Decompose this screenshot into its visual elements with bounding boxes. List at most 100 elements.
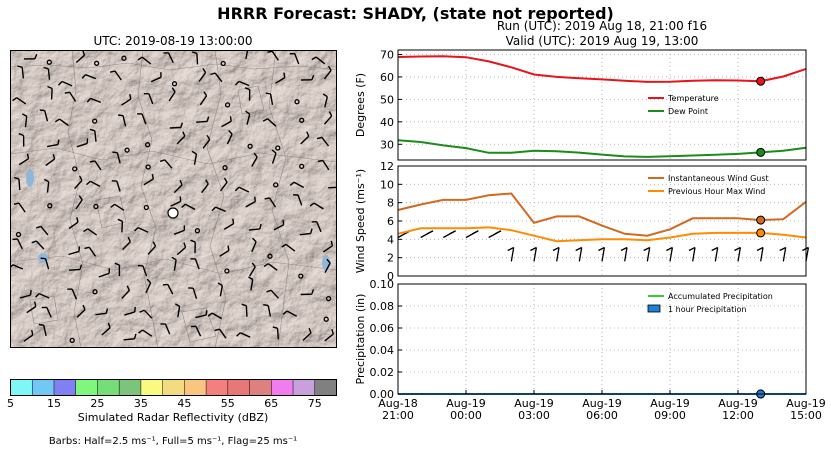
wind-barb [21, 113, 28, 128]
y-axis-label: Precipitation (in) [354, 294, 367, 385]
x-tick-label: Aug-19 [514, 397, 553, 410]
wind-barb [38, 323, 47, 337]
wind-barb [324, 329, 334, 342]
wind-barb [72, 166, 78, 172]
wind-barb [76, 304, 86, 318]
wind-barb [552, 246, 560, 252]
wind-barb [84, 246, 97, 257]
wind-barb [143, 93, 154, 105]
y-tick-label: 50 [380, 93, 394, 106]
wind-barb [35, 225, 49, 236]
wind-barb [241, 303, 248, 317]
legend-label: Accumulated Precipitation [668, 292, 773, 301]
colorbar-tick-label: 15 [47, 397, 61, 410]
wind-barb [601, 247, 606, 262]
wind-barb [737, 247, 742, 262]
y-tick-label: 60 [380, 71, 394, 84]
wind-barb [267, 253, 273, 259]
panel-frame [397, 165, 807, 277]
boundary-line [10, 255, 337, 275]
boundary-line [206, 50, 227, 348]
wind-barb [173, 225, 186, 235]
wind-barb [117, 218, 124, 233]
wind-barb [219, 245, 230, 257]
wind-barb [163, 52, 174, 64]
wind-barb [89, 160, 102, 171]
wind-barb [98, 268, 110, 278]
wind-barb [300, 289, 315, 296]
wind-barb [289, 53, 300, 65]
y-tick-label: 6 [387, 215, 394, 228]
wind-barb [323, 65, 332, 80]
colorbar-cell [162, 379, 185, 396]
wind-barb [35, 292, 50, 299]
wind-barb [646, 247, 651, 262]
legend-label: 1 hour Precipitation [668, 305, 747, 314]
wind-barb [23, 329, 34, 342]
wind-barb [510, 247, 515, 262]
wind-barb [222, 165, 228, 171]
wind-barb [266, 289, 280, 299]
wind-barb [43, 66, 51, 80]
wind-barb [121, 285, 131, 299]
wind-barb [75, 195, 83, 210]
wind-barb [217, 282, 223, 297]
wind-barb [245, 196, 256, 208]
wind-barb [669, 247, 674, 262]
colorbar-cell [140, 379, 163, 396]
wind-barb [195, 310, 208, 319]
colorbar-cell [271, 379, 294, 396]
wind-barb [137, 113, 147, 125]
wind-barb [711, 246, 718, 252]
y-tick-label: 70 [380, 48, 394, 61]
wind-barb [198, 68, 207, 82]
wind-barb [162, 283, 174, 295]
x-tick-label: 12:00 [722, 409, 754, 422]
wind-barb [322, 93, 328, 108]
wind-barb [93, 203, 99, 210]
wind-barb [64, 91, 77, 102]
y-tick-label: 0.08 [370, 300, 395, 313]
y-tick-label: 0.10 [370, 278, 395, 291]
wind-barb [666, 246, 673, 252]
terrain-relief [10, 50, 337, 348]
colorbar-label: Simulated Radar Reflectivity (dBZ) [77, 411, 269, 424]
y-tick-label: 0.04 [370, 344, 395, 357]
wind-barb [328, 186, 337, 189]
wind-barb [95, 308, 109, 316]
wind-barb [494, 230, 502, 235]
wind-barb [109, 70, 122, 81]
wind-barb [83, 228, 98, 236]
wind-barb [325, 295, 332, 302]
y-tick-label: 0.02 [370, 366, 395, 379]
wind-barb [137, 56, 152, 65]
wind-barb [123, 333, 137, 341]
wind-barb [39, 109, 49, 122]
wind-barb [211, 206, 226, 212]
valid-time-marker [756, 228, 766, 238]
wind-barb [311, 56, 326, 65]
x-tick-label: Aug-19 [786, 397, 825, 410]
wind-barb [281, 243, 296, 252]
x-tick-label: 03:00 [518, 409, 550, 422]
wind-barb [18, 133, 25, 147]
colorbar-tick-label: 45 [177, 397, 191, 410]
y-tick-label: 8 [387, 197, 394, 210]
y-tick-label: 30 [380, 138, 394, 151]
y-tick-label: 2 [387, 252, 394, 265]
x-tick-label: 21:00 [382, 409, 414, 422]
wind-barb [202, 134, 211, 149]
wind-barb [620, 246, 628, 252]
wind-barb [10, 264, 24, 270]
wind-barb [145, 164, 151, 170]
wind-barb [171, 256, 177, 271]
wind-barb [124, 147, 130, 153]
wind-barb [93, 60, 100, 66]
colorbar-cell [293, 379, 316, 396]
wind-barb [194, 228, 201, 234]
wind-barb [299, 228, 313, 236]
colorbar-cell [10, 379, 33, 396]
wind-barb [294, 99, 300, 105]
wind-barb [68, 217, 79, 230]
